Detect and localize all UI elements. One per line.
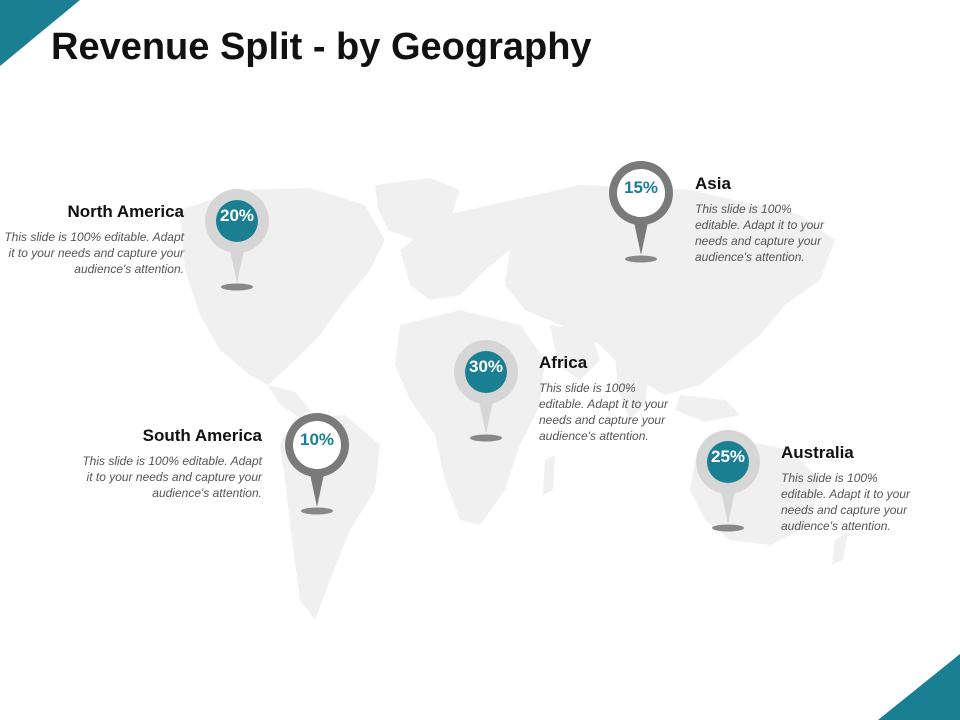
slide-title: Revenue Split - by Geography	[51, 26, 592, 68]
corner-accent-top-left	[0, 0, 80, 66]
region-description: This slide is 100% editable. Adapt it to…	[695, 202, 824, 264]
pin-value: 10%	[299, 430, 335, 449]
region-australia: Australia This slide is 100% editable. A…	[781, 443, 911, 534]
region-name: Africa	[539, 353, 588, 372]
pin-value: 15%	[623, 178, 659, 197]
region-name: North America	[67, 202, 184, 221]
region-description: This slide is 100% editable. Adapt it to…	[781, 471, 910, 533]
pin-marker-icon	[205, 189, 269, 291]
pin-marker-icon	[285, 413, 349, 515]
pin-value: 30%	[468, 357, 504, 376]
region-name: South America	[142, 426, 262, 445]
pin-value: 20%	[219, 206, 255, 225]
pin-marker-icon	[609, 161, 673, 263]
region-south-america: South America This slide is 100% editabl…	[82, 426, 262, 501]
region-africa: Africa This slide is 100% editable. Adap…	[539, 353, 669, 444]
region-name: Australia	[781, 443, 854, 462]
pin-value: 25%	[710, 447, 746, 466]
region-description: This slide is 100% editable. Adapt it to…	[4, 230, 184, 276]
pin-africa: 30%	[451, 337, 521, 447]
pin-asia: 15%	[606, 158, 676, 268]
corner-accent-bottom-right	[878, 654, 960, 720]
pin-australia: 25%	[693, 427, 763, 537]
region-description: This slide is 100% editable. Adapt it to…	[82, 454, 262, 500]
pin-south-america: 10%	[282, 410, 352, 520]
pin-marker-icon	[696, 430, 760, 532]
pin-marker-icon	[454, 340, 518, 442]
region-description: This slide is 100% editable. Adapt it to…	[539, 381, 668, 443]
region-asia: Asia This slide is 100% editable. Adapt …	[695, 174, 825, 265]
region-name: Asia	[695, 174, 731, 193]
pin-north-america: 20%	[202, 186, 272, 296]
region-north-america: North America This slide is 100% editabl…	[4, 202, 184, 277]
